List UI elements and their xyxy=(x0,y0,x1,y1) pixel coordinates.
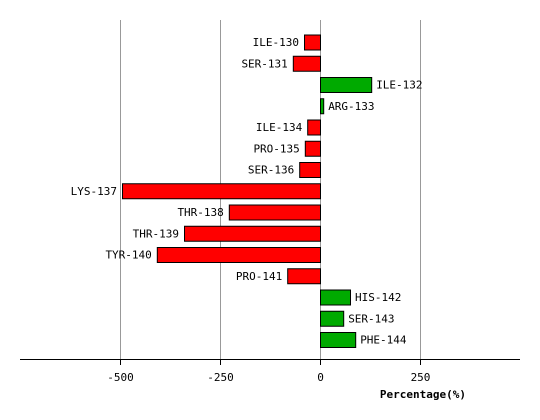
bar-pro-135 xyxy=(304,140,321,157)
bar-his-142 xyxy=(320,289,351,306)
bar-label: PHE-144 xyxy=(360,334,407,347)
bar-label: SER-131 xyxy=(241,57,287,70)
x-tick-label: 250 xyxy=(411,371,431,384)
bar-label: HIS-142 xyxy=(355,291,401,304)
bar-ile-134 xyxy=(307,119,322,136)
x-tick-label: -250 xyxy=(207,371,234,384)
bar-label: THR-139 xyxy=(133,227,179,240)
bar-pro-141 xyxy=(287,268,322,285)
bar-ser-143 xyxy=(320,310,345,327)
bar-label: ILE-130 xyxy=(253,36,299,49)
bars-group xyxy=(122,34,373,348)
bar-ile-130 xyxy=(304,34,321,51)
bar-ser-136 xyxy=(299,162,322,178)
bar-label: TYR-140 xyxy=(105,249,151,262)
bar-label: SER-143 xyxy=(348,312,394,325)
bar-label: SER-136 xyxy=(248,164,294,177)
bar-label: THR-138 xyxy=(177,206,223,219)
x-tick-label: 0 xyxy=(317,371,324,384)
bar-thr-138 xyxy=(228,204,321,221)
bar-tyr-140 xyxy=(156,247,321,263)
bar-label: ILE-134 xyxy=(256,121,303,134)
bar-lys-137 xyxy=(122,183,321,200)
bar-arg-133 xyxy=(320,98,325,115)
bar-ile-132 xyxy=(320,77,373,93)
bar-label: ARG-133 xyxy=(328,100,374,113)
bar-label: PRO-141 xyxy=(236,270,282,283)
x-axis-title: Percentage(%) xyxy=(380,388,466,401)
x-ticks-group: -500 -250 0 250 xyxy=(107,359,430,384)
bar-phe-144 xyxy=(320,332,357,348)
bar-label: LYS-137 xyxy=(71,185,117,198)
bar-thr-139 xyxy=(184,225,321,242)
bar-label: PRO-135 xyxy=(253,142,299,155)
bar-ser-131 xyxy=(292,55,321,72)
x-tick-label: -500 xyxy=(107,371,134,384)
bar-label: ILE-132 xyxy=(376,79,422,92)
